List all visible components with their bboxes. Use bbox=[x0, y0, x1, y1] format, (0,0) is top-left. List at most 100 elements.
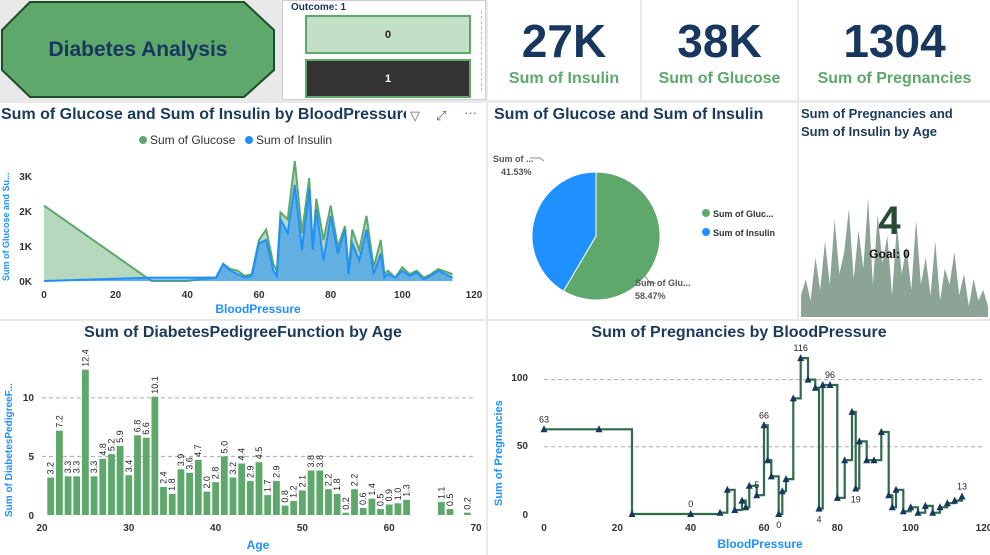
bar bbox=[160, 486, 167, 515]
bar bbox=[394, 503, 402, 515]
data-label: 2.0 bbox=[202, 476, 212, 489]
data-point bbox=[855, 437, 863, 445]
legend-dot-insulin bbox=[245, 136, 253, 144]
area-fill-glucose bbox=[44, 161, 453, 281]
chart-title-line1: Sum of Pregnancies and bbox=[801, 106, 953, 121]
data-point bbox=[819, 381, 827, 388]
data-label: 4.5 bbox=[254, 447, 264, 460]
data-label: 3.6 bbox=[185, 457, 195, 470]
data-label: 2.1 bbox=[297, 475, 307, 488]
pie-chart-plot: Sum of ... 41.53% Sum of Glu... 58.47% S… bbox=[493, 154, 775, 301]
data-label: 5.2 bbox=[106, 439, 116, 452]
data-point bbox=[921, 501, 929, 509]
chart-title: Sum of Pregnancies by BloodPressure bbox=[591, 324, 887, 341]
slicer-option-1[interactable]: 1 bbox=[305, 59, 471, 98]
bar bbox=[273, 481, 280, 515]
data-label: 13 bbox=[957, 482, 967, 492]
data-point bbox=[892, 485, 900, 493]
bar bbox=[333, 493, 341, 515]
data-label: 6.6 bbox=[141, 422, 151, 435]
bar bbox=[238, 463, 246, 515]
data-point bbox=[826, 381, 834, 388]
data-point bbox=[852, 484, 860, 492]
x-tick: 20 bbox=[110, 290, 122, 301]
pregnancies-by-bp-line-chart[interactable]: Sum of Pregnancies by BloodPressure Sum … bbox=[488, 321, 990, 555]
data-label: 3.2 bbox=[228, 462, 238, 475]
pregnancies-insulin-by-age-kpi[interactable]: Sum of Pregnancies and Sum of Insulin by… bbox=[799, 103, 990, 319]
x-tick: 60 bbox=[384, 523, 396, 534]
y-tick: 3K bbox=[19, 172, 33, 183]
pie-label-insulin-pct: 41.53% bbox=[501, 167, 532, 177]
x-axis-label: BloodPressure bbox=[215, 302, 301, 316]
data-point bbox=[764, 456, 772, 464]
series-line-glucose bbox=[43, 160, 453, 282]
line-chart-plot: Sum of Pregnancies BloodPressure 0 50 10… bbox=[493, 343, 990, 551]
pedigree-by-age-bar-chart[interactable]: Sum of DiabetesPedigreeFunction by Age S… bbox=[0, 321, 486, 555]
legend-dot-glucose bbox=[702, 209, 710, 217]
bar bbox=[56, 430, 63, 515]
slicer-option-0[interactable]: 0 bbox=[305, 15, 471, 54]
data-label: 0.2 bbox=[462, 497, 472, 510]
data-point bbox=[782, 475, 790, 483]
x-tick: 80 bbox=[325, 290, 337, 301]
data-point bbox=[888, 503, 896, 511]
bar bbox=[73, 476, 81, 515]
glucose-insulin-area-chart[interactable]: Sum of Glucose and Sum of Insulin by Blo… bbox=[0, 103, 486, 319]
data-label: 1.8 bbox=[167, 478, 177, 491]
data-label: 2.2 bbox=[323, 474, 333, 487]
data-point bbox=[628, 510, 636, 517]
data-point bbox=[951, 496, 959, 504]
more-options-icon[interactable]: ··· bbox=[464, 105, 477, 120]
legend-insulin: Sum of Insulin bbox=[256, 133, 332, 147]
data-label: 2.9 bbox=[245, 465, 255, 478]
data-label: 3.3 bbox=[72, 461, 82, 474]
data-label: 3.2 bbox=[46, 462, 56, 475]
goal-trend-plot bbox=[801, 198, 988, 317]
bar bbox=[403, 499, 410, 515]
x-tick: 60 bbox=[758, 523, 770, 534]
bar bbox=[203, 491, 211, 515]
y-axis-label: Sum of Pregnancies bbox=[493, 400, 505, 506]
y-tick: 100 bbox=[511, 373, 528, 384]
bar bbox=[299, 490, 306, 515]
bar bbox=[186, 472, 193, 515]
kpi-value: 4 bbox=[878, 199, 901, 243]
bar bbox=[125, 475, 133, 515]
data-label: 1.1 bbox=[436, 487, 446, 500]
pie-slice-glucose bbox=[562, 171, 661, 301]
data-label: 6.8 bbox=[133, 420, 143, 433]
data-label: 2.8 bbox=[211, 467, 221, 480]
bar bbox=[134, 435, 141, 515]
x-tick: 120 bbox=[466, 290, 483, 301]
x-tick: 40 bbox=[182, 290, 194, 301]
data-label: 5.9 bbox=[115, 430, 125, 443]
filter-icon[interactable]: ▽ bbox=[410, 108, 420, 123]
focus-mode-icon[interactable]: ⤢ bbox=[436, 108, 447, 123]
bar bbox=[307, 470, 315, 515]
x-tick: 120 bbox=[976, 523, 990, 534]
y-tick: 2K bbox=[19, 207, 33, 218]
data-label: 1.2 bbox=[289, 485, 299, 498]
data-point bbox=[716, 508, 724, 516]
bar bbox=[351, 489, 358, 515]
bar bbox=[212, 482, 219, 515]
legend-insulin: Sum of Insulin bbox=[713, 228, 775, 238]
y-tick: 0 bbox=[28, 511, 34, 522]
bar bbox=[316, 470, 324, 515]
glucose-insulin-pie-chart[interactable]: Sum of Glucose and Sum of Insulin Sum of… bbox=[488, 103, 797, 319]
bar bbox=[99, 458, 107, 515]
x-tick: 0 bbox=[41, 290, 47, 301]
x-axis-label: Age bbox=[247, 538, 270, 552]
data-point bbox=[738, 496, 746, 504]
data-label: 1.3 bbox=[402, 484, 412, 497]
pie-label-insulin-name: Sum of ... bbox=[493, 154, 534, 164]
data-label: 116 bbox=[794, 343, 808, 353]
y-axis-label: Sum of Glucose and Su... bbox=[1, 172, 11, 281]
data-label: 4 bbox=[816, 515, 821, 525]
data-label: 5 bbox=[754, 480, 759, 490]
bar bbox=[264, 495, 272, 515]
legend-dot-glucose bbox=[139, 136, 147, 144]
data-label: 19 bbox=[851, 495, 861, 505]
x-tick: 30 bbox=[123, 523, 135, 534]
data-point bbox=[929, 508, 937, 516]
